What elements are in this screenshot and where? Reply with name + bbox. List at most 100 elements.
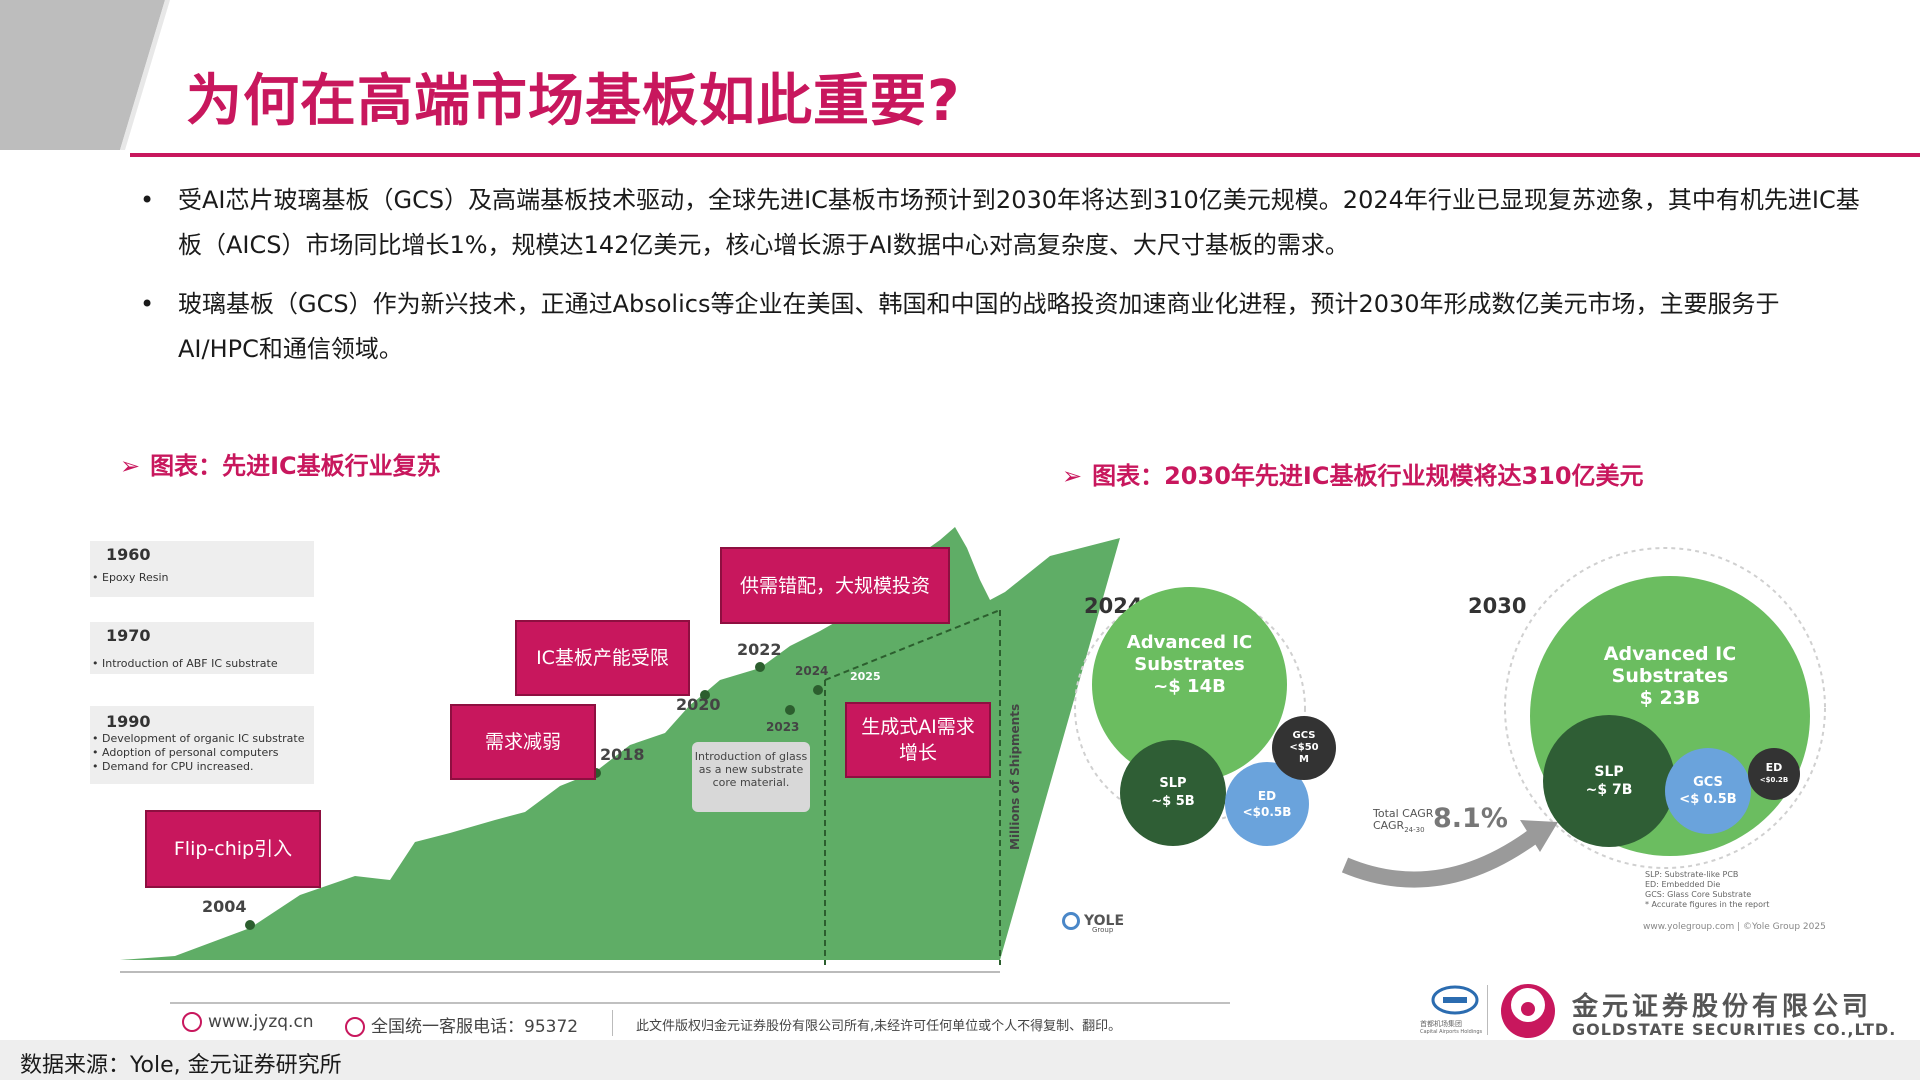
yole-logo-icon (1062, 912, 1080, 930)
bubble-value: ~$ 5B (1151, 794, 1195, 809)
footer-divider (170, 1002, 1230, 1004)
footer-hotline: 全国统一客服电话：95372 (345, 1012, 578, 1037)
bubble-name: ED (1765, 761, 1783, 774)
point-2023 (785, 705, 795, 715)
corner-decoration (0, 0, 170, 150)
bubble-2024-slp: SLP ~$ 5B (1120, 740, 1226, 846)
bubble-2030-slp: SLP ~$ 7B (1543, 715, 1675, 847)
yole-logo-sub: Group (1092, 926, 1114, 934)
bullet-text: 玻璃基板（GCS）作为新兴技术，正通过Absolics等企业在美国、韩国和中国的… (178, 290, 1780, 363)
cagr-value: 8.1% (1433, 803, 1508, 834)
timeline-year: 1990 (106, 712, 151, 731)
phone-icon (345, 1017, 365, 1037)
outline-2030 (1504, 547, 1826, 869)
bullet-dot: • (140, 186, 155, 214)
right-chart-heading-text: 图表：2030年先进IC基板行业规模将达310亿美元 (1092, 462, 1644, 490)
glass-core-note: Introduction of glass as a new substrate… (692, 742, 810, 812)
footer-separator (612, 1010, 613, 1036)
cagr-arrowhead (1520, 820, 1558, 852)
year-label-2023: 2023 (766, 720, 800, 734)
legend-note: SLP: Substrate-like PCB (1645, 870, 1739, 879)
timeline-note: • Development of organic IC substrate • … (92, 732, 305, 773)
bullet-text: 受AI芯片玻璃基板（GCS）及高端基板技术驱动，全球先进IC基板市场预计到203… (178, 186, 1860, 259)
callout-flip-chip: Flip-chip引入 (145, 810, 321, 888)
right-chart-heading: ➢ 图表：2030年先进IC基板行业规模将达310亿美元 (1062, 456, 1644, 491)
company-name-en: GOLDSTATE SECURITIES CO.,LTD. (1572, 1020, 1897, 1039)
bullet-item: • 玻璃基板（GCS）作为新兴技术，正通过Absolics等企业在美国、韩国和中… (140, 282, 1860, 372)
legend-note: ED: Embedded Die (1645, 880, 1721, 889)
company-name-cn: 金元证券股份有限公司 (1572, 992, 1873, 1022)
legend-note: GCS: Glass Core Substrate (1645, 890, 1752, 899)
cagr-arrow (1341, 828, 1540, 888)
bubble-name: Advanced IC Substrates (1126, 631, 1253, 675)
legend-note: * Accurate figures in the report (1645, 900, 1770, 909)
bubble-2030-ed: ED <$0.2B (1748, 748, 1800, 800)
year-label-2020: 2020 (676, 695, 721, 714)
timeline-box-1960 (90, 541, 314, 597)
callout-supply-mismatch: 供需错配，大规模投资 (720, 547, 950, 624)
year-label-2018: 2018 (600, 745, 645, 764)
bubble-name: Advanced IC Substrates (1603, 643, 1737, 687)
bullet-dot: • (140, 290, 155, 318)
partner-name-cn: 首都机场集团 (1420, 1020, 1462, 1028)
year-2030-label: 2030 (1468, 594, 1527, 618)
bullet-list: • 受AI芯片玻璃基板（GCS）及高端基板技术驱动，全球先进IC基板市场预计到2… (140, 178, 1860, 386)
bubble-value: <$0.5B (1242, 805, 1292, 819)
bubble-value: ~$ 14B (1153, 675, 1226, 697)
cagr-label-text: Total CAGR (1373, 807, 1434, 820)
cagr-period: 24-30 (1404, 826, 1425, 835)
timeline-note: • Introduction of ABF IC substrate (92, 657, 278, 670)
logo-separator (1487, 985, 1488, 1035)
callout-demand-weak: 需求减弱 (450, 704, 596, 780)
left-chart-heading-text: 图表：先进IC基板行业复苏 (150, 452, 441, 480)
year-label-2024: 2024 (795, 664, 829, 678)
capital-airports-logo-icon (1431, 985, 1479, 1015)
data-source: 数据来源：Yole, 金元证券研究所 (20, 1053, 342, 1078)
yole-logo-text: YOLE (1084, 913, 1125, 929)
outline-2024 (1074, 592, 1306, 824)
bubble-value: <$ 0.5B (1679, 792, 1737, 807)
partner-name-en: Capital Airports Holdings (1420, 1029, 1483, 1035)
page-title: 为何在高端市场基板如此重要? (186, 69, 961, 134)
cagr-label: Total CAGR CAGR24-30 (1373, 807, 1434, 835)
year-label-2025: 2025 (850, 670, 881, 683)
timeline-note: • Epoxy Resin (92, 571, 169, 584)
point-2024 (813, 685, 823, 695)
bubble-2030-gcs: GCS <$ 0.5B (1665, 748, 1751, 834)
timeline-box-1990 (90, 706, 314, 784)
bubble-name: SLP (1594, 764, 1624, 780)
bubble-value: $ 23B (1639, 687, 1701, 709)
footer-website-text: www.jyzq.cn (208, 1012, 314, 1032)
forecast-trend (824, 609, 1001, 681)
point-2020 (700, 690, 710, 700)
source-bar (0, 1040, 1920, 1080)
globe-icon (182, 1012, 202, 1032)
goldstate-logo-icon (1501, 984, 1555, 1038)
abbreviation-legend: SLP: Substrate-like PCB ED: Embedded Die… (1645, 870, 1769, 910)
timeline-year: 1970 (106, 626, 151, 645)
bubble-value: <$0.2B (1759, 776, 1789, 784)
bubble-name: GCS (1693, 775, 1723, 790)
bubble-name: SLP (1159, 776, 1187, 791)
timeline-year: 1960 (106, 545, 151, 564)
point-2022 (755, 662, 765, 672)
bubble-name: ED (1257, 789, 1277, 803)
bubble-value: ~$ 7B (1585, 782, 1633, 798)
forecast-area (825, 610, 1000, 960)
arrow-icon: ➢ (1062, 462, 1083, 490)
left-chart-heading: ➢ 图表：先进IC基板行业复苏 (120, 446, 441, 481)
title-divider (130, 153, 1920, 157)
bubble-name: GCS (1292, 730, 1316, 741)
arrow-icon: ➢ (120, 452, 141, 480)
timeline-box-1970 (90, 622, 314, 674)
year-label-2004: 2004 (202, 897, 247, 916)
footer-website[interactable]: www.jyzq.cn (182, 1012, 314, 1032)
callout-capacity-limited: IC基板产能受限 (515, 620, 690, 696)
footer-copyright: 此文件版权归金元证券股份有限公司所有,未经许可任何单位或个人不得复制、翻印。 (636, 1019, 1122, 1034)
bubble-2024-gcs: GCS <$50 M (1272, 716, 1336, 780)
yole-logo: YOLE Group (1062, 912, 1124, 934)
footer-hotline-text: 全国统一客服电话：95372 (371, 1017, 579, 1037)
bubble-value: <$50 M (1289, 742, 1319, 765)
